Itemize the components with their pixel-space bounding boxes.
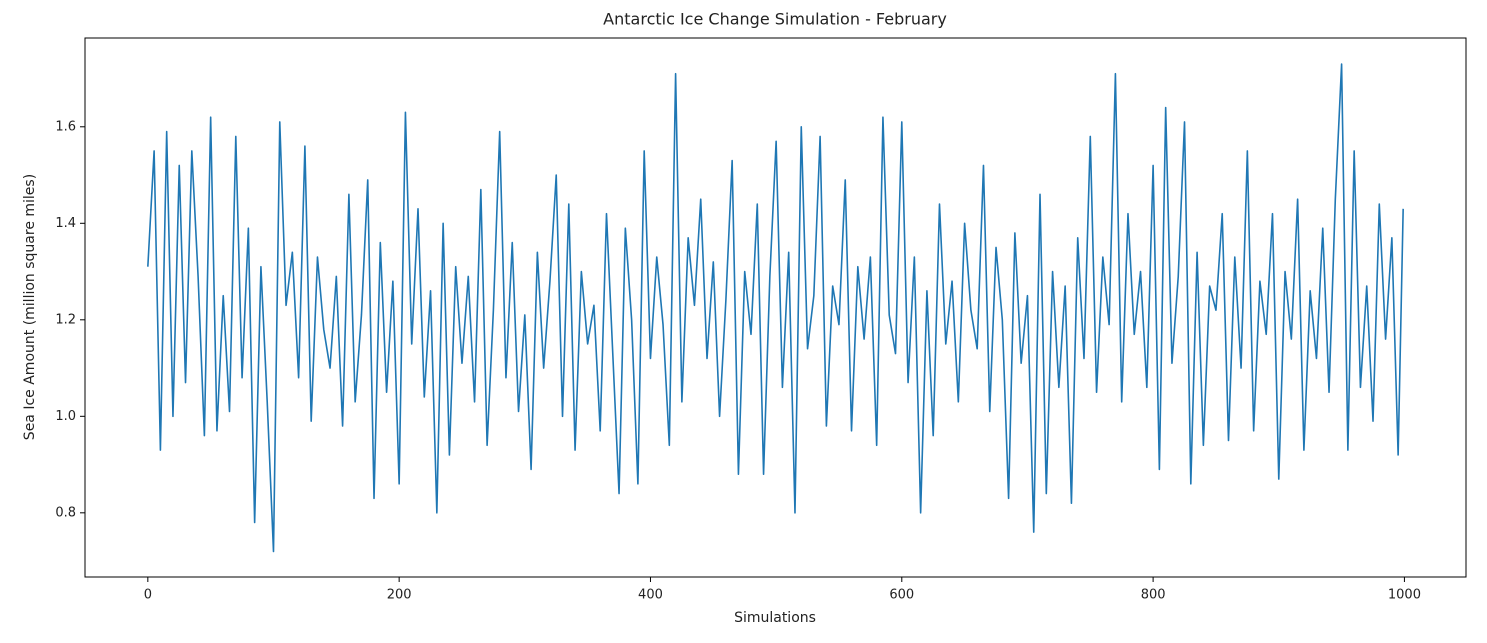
x-tick-label: 1000: [1388, 588, 1421, 603]
y-axis-label: Sea Ice Amount (million square miles): [22, 174, 38, 440]
y-tick-label: 1.6: [55, 119, 76, 134]
x-tick-label: 600: [889, 588, 914, 603]
data-line: [147, 63, 1404, 553]
y-tick-label: 1.4: [55, 216, 76, 231]
x-axis-label: Simulations: [734, 610, 816, 626]
y-tick-label: 1.2: [55, 312, 76, 327]
x-tick-label: 800: [1141, 588, 1166, 603]
chart-title: Antarctic Ice Change Simulation - Februa…: [603, 10, 947, 29]
x-tick-label: 0: [144, 588, 152, 603]
x-tick-label: 400: [638, 588, 663, 603]
x-tick-label: 200: [387, 588, 412, 603]
y-tick-label: 1.0: [55, 409, 76, 424]
plot-frame: [84, 37, 1467, 578]
y-tick-label: 0.8: [55, 505, 76, 520]
